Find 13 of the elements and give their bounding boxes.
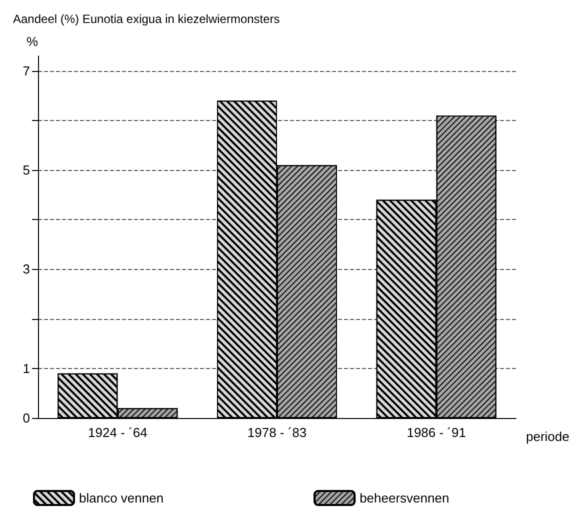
legend-label: beheersvennen [360, 490, 450, 506]
chart-title: Aandeel (%) Eunotia exigua in kiezelwiermonsters [13, 12, 280, 26]
y-tick-label: 7 [22, 63, 30, 78]
y-tick-label: 5 [22, 162, 30, 178]
y-tick-label: 3 [22, 262, 30, 277]
x-tick-label: 1978 - ´83 [247, 425, 307, 440]
y-tick-label: 0 [22, 410, 30, 426]
y-axis-title: % [26, 34, 38, 49]
legend-label: blanco vennen [79, 490, 164, 506]
x-tick-label: 1924 - ´64 [88, 425, 148, 440]
x-tick-label: 1986 - ´91 [406, 425, 466, 440]
x-axis-title: periode [526, 429, 570, 444]
y-tick-label: 1 [22, 360, 30, 376]
